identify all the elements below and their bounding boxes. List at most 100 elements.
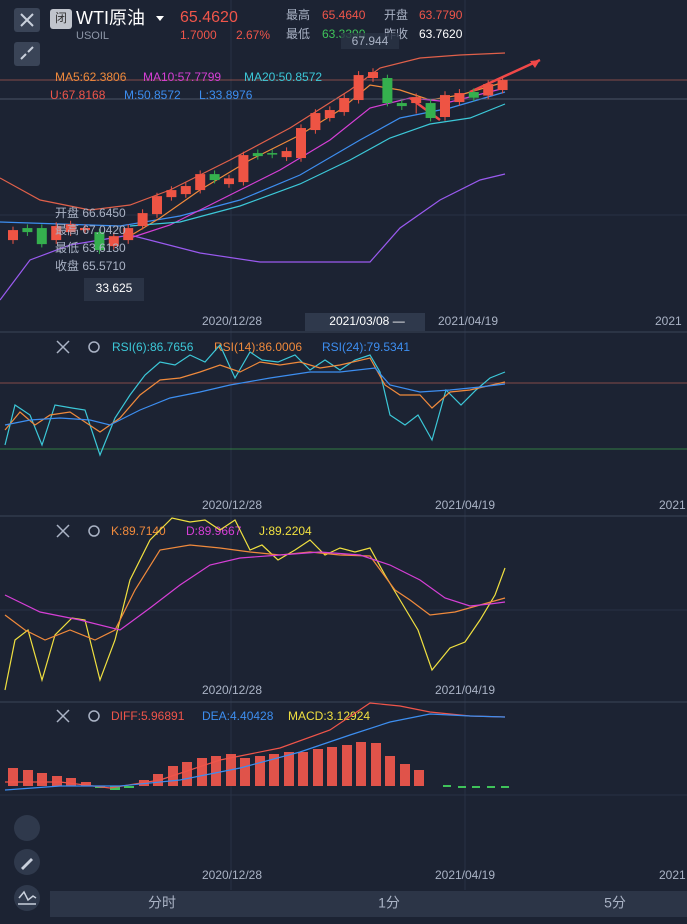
- candle-body: [281, 151, 292, 158]
- candle-body: [195, 174, 206, 191]
- pencil-icon: [21, 858, 33, 870]
- min-label-bg: [84, 278, 144, 301]
- candle-body: [166, 190, 177, 198]
- date-label: 2020/12/28: [202, 314, 262, 328]
- instrument-name[interactable]: WTI原油: [76, 8, 145, 28]
- collapse-button[interactable]: [14, 42, 40, 66]
- candle-body: [497, 80, 508, 91]
- stat-value: 65.4640: [322, 8, 366, 22]
- rsi-label: RSI(6):86.7656: [112, 340, 194, 354]
- macd-histogram: [8, 742, 424, 786]
- ma-label: MA5:62.3806: [55, 70, 127, 84]
- boll-label: L:33.8976: [199, 88, 253, 102]
- indicator-icon: [18, 890, 37, 905]
- candle-body: [454, 93, 465, 103]
- ohlc-tooltip: 开盘 66.6450 最高 67.0420 最低 63.6130 收盘 65.5…: [55, 205, 126, 273]
- crosshair-date-bg: [305, 313, 425, 331]
- date-label: 2020/12/28: [202, 683, 262, 697]
- change: 1.7000: [180, 28, 217, 42]
- date-label: 2021/04/19: [435, 868, 495, 882]
- kdj-label: D:89.9667: [186, 524, 242, 538]
- rsi-label: RSI(24):79.5341: [322, 340, 410, 354]
- tab[interactable]: 1分: [378, 895, 400, 911]
- candle-body: [51, 226, 62, 241]
- rsi-label: RSI(14):86.0006: [214, 340, 302, 354]
- panel-separators: [0, 331, 687, 703]
- date-label: 2021/04/19: [435, 683, 495, 697]
- tab[interactable]: 5分: [604, 895, 626, 911]
- close-icon: [20, 13, 34, 27]
- candle-body: [152, 196, 162, 215]
- candle-body: [8, 230, 18, 241]
- settings-icon[interactable]: [88, 710, 100, 722]
- date-label: 2021/04/19: [435, 498, 495, 512]
- stat-value: 63.7790: [419, 8, 463, 22]
- candle-body: [411, 97, 422, 104]
- candle-body: [123, 228, 134, 241]
- candle-body: [180, 186, 191, 195]
- macd-label: MACD:3.12924: [288, 709, 370, 723]
- ma-label: MA20:50.8572: [244, 70, 322, 84]
- tab-bar: [50, 891, 687, 917]
- min-price-label: 33.625: [96, 281, 133, 295]
- grid: [0, 0, 687, 890]
- price: 65.4620: [180, 9, 238, 26]
- candle-body: [252, 153, 263, 157]
- date-label: 2020/12/28: [202, 868, 262, 882]
- kdj-label: K:89.7140: [111, 524, 166, 538]
- macd-label: DEA:4.40428: [202, 709, 274, 723]
- status-badge: [50, 9, 72, 29]
- candle-body: [353, 75, 364, 101]
- candle-body: [310, 113, 321, 131]
- symbol: USOIL: [76, 30, 109, 42]
- candle-body: [324, 110, 335, 119]
- settings-icon[interactable]: [88, 341, 100, 353]
- close-indicator[interactable]: [56, 524, 70, 538]
- close-indicator[interactable]: [56, 340, 70, 354]
- candle-body: [224, 178, 234, 185]
- boll-label: M:50.8572: [124, 88, 181, 102]
- candle-body: [108, 236, 119, 247]
- tool-candle[interactable]: [14, 815, 40, 841]
- candle-body: [468, 92, 479, 98]
- date-label: 2021: [659, 868, 686, 882]
- tab[interactable]: 分时: [148, 895, 176, 911]
- settings-icon[interactable]: [88, 525, 100, 537]
- collapse-icon: [20, 46, 34, 60]
- date-label: 2020/12/28: [202, 498, 262, 512]
- boll-label: U:67.8168: [50, 88, 106, 102]
- date-label: 2021: [655, 314, 682, 328]
- tooltip-line: 最高 67.0420: [55, 222, 126, 237]
- crosshair-date: 2021/03/08 —: [329, 314, 404, 328]
- date-label: 2021: [659, 498, 686, 512]
- stat-value: 63.7620: [419, 27, 463, 41]
- candle-body: [440, 95, 450, 118]
- max-label-bg: [341, 33, 399, 49]
- candle-body: [483, 84, 494, 96]
- change-pct: 2.67%: [236, 28, 270, 42]
- rsi-lines: [4, 343, 506, 457]
- candle-body: [296, 128, 306, 159]
- status-flag: 闭: [55, 11, 67, 25]
- dropdown-arrow[interactable]: [156, 16, 164, 21]
- candle-body: [425, 103, 436, 119]
- macd-label: DIFF:5.96891: [111, 709, 185, 723]
- candle-body: [137, 213, 148, 227]
- stat-label: 最高: [286, 7, 310, 22]
- macd-lines: [4, 702, 506, 791]
- ma-label: MA10:57.7799: [143, 70, 221, 84]
- tooltip-line: 收盘 65.5710: [55, 258, 126, 273]
- stat-label: 最低: [286, 27, 310, 41]
- candle-body: [80, 228, 90, 231]
- candle-body: [238, 155, 249, 183]
- candle-body: [382, 78, 393, 104]
- candle-body: [209, 174, 220, 181]
- candle-body: [267, 153, 278, 155]
- kdj-lines: [4, 517, 506, 691]
- candle-body: [396, 103, 407, 107]
- close-indicator[interactable]: [56, 709, 70, 723]
- candle-body: [22, 228, 33, 233]
- date-label: 2021/04/19: [438, 314, 498, 328]
- kdj-label: J:89.2204: [259, 524, 312, 538]
